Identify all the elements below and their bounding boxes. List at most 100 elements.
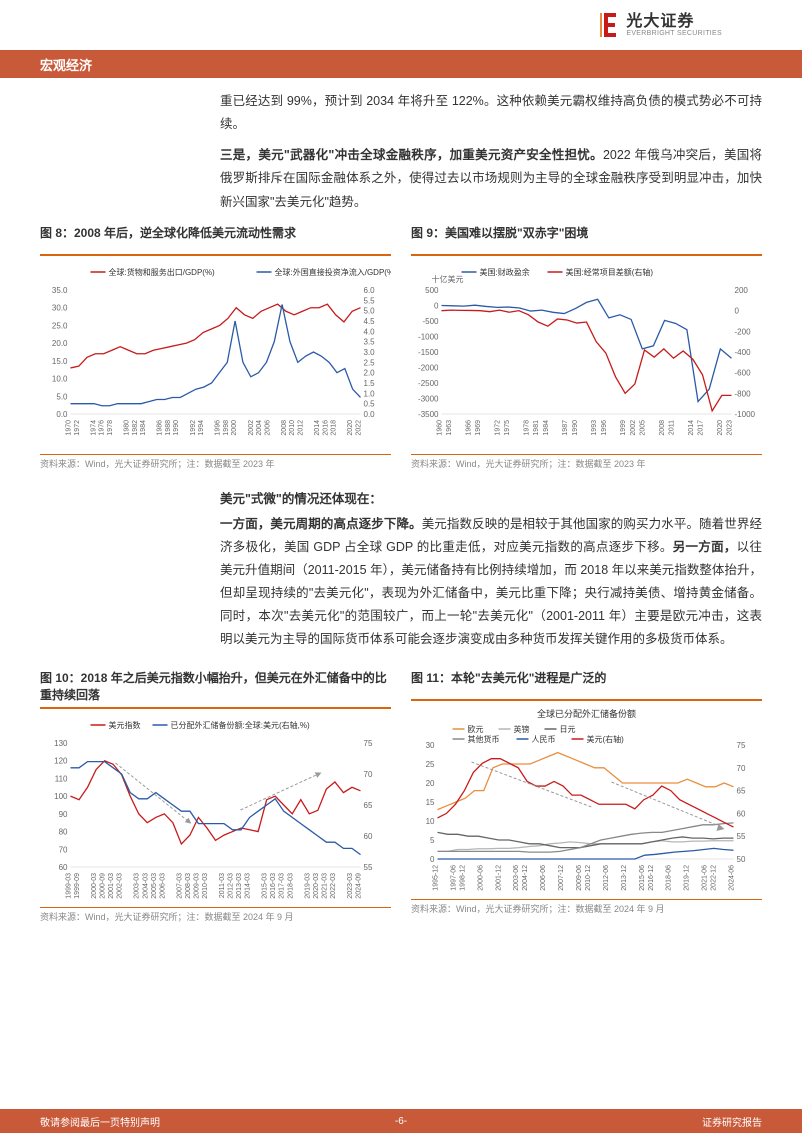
- svg-text:2023: 2023: [727, 420, 734, 436]
- svg-text:2012: 2012: [298, 420, 305, 436]
- svg-text:70: 70: [364, 770, 373, 779]
- svg-text:1997-06: 1997-06: [450, 865, 457, 891]
- svg-text:1972: 1972: [495, 420, 502, 436]
- svg-text:美元(右轴): 美元(右轴): [587, 734, 625, 744]
- svg-text:100: 100: [54, 793, 68, 802]
- svg-text:2014: 2014: [688, 420, 695, 436]
- svg-text:美国:财政盈余: 美国:财政盈余: [480, 267, 530, 277]
- svg-text:60: 60: [59, 863, 68, 872]
- svg-text:已分配外汇储备份额:全球:美元(右轴,%): 已分配外汇储备份额:全球:美元(右轴,%): [171, 720, 310, 730]
- svg-text:2009-03: 2009-03: [193, 873, 200, 899]
- svg-text:2020: 2020: [717, 420, 724, 436]
- svg-text:20.0: 20.0: [52, 339, 68, 348]
- svg-text:80: 80: [59, 828, 68, 837]
- svg-text:2023-03: 2023-03: [347, 873, 354, 899]
- footer-center: -6-: [395, 1116, 407, 1127]
- svg-text:2010: 2010: [289, 420, 296, 436]
- svg-text:55: 55: [737, 833, 746, 842]
- svg-text:1981: 1981: [533, 420, 540, 436]
- svg-text:1975: 1975: [504, 420, 511, 436]
- para-3-rest2: 以往美元升值期间（2011-2015 年），美元储备持有比例持续增加，而 201…: [220, 540, 762, 647]
- svg-text:1972: 1972: [74, 420, 81, 436]
- svg-text:2017-03: 2017-03: [279, 873, 286, 899]
- svg-text:1987: 1987: [562, 420, 569, 436]
- svg-text:2.5: 2.5: [364, 358, 376, 367]
- svg-text:15.0: 15.0: [52, 356, 68, 365]
- para-2: 三是，美元"武器化"冲击全球金融秩序，加重美元资产安全性担忧。2022 年俄乌冲…: [220, 144, 762, 213]
- svg-text:1982: 1982: [132, 420, 139, 436]
- svg-text:0.0: 0.0: [364, 410, 376, 419]
- svg-text:75: 75: [364, 739, 373, 748]
- svg-text:2000-06: 2000-06: [477, 865, 484, 891]
- svg-text:0: 0: [430, 855, 435, 864]
- svg-text:英镑: 英镑: [514, 724, 530, 734]
- svg-text:2022: 2022: [356, 420, 363, 436]
- svg-text:3.5: 3.5: [364, 337, 376, 346]
- svg-text:10.0: 10.0: [52, 374, 68, 383]
- svg-text:65: 65: [364, 801, 373, 810]
- svg-text:2001-12: 2001-12: [495, 865, 502, 891]
- chart11-source: 资料来源：Wind，光大证券研究所；注：数据截至 2024 年 9 月: [411, 899, 762, 915]
- svg-text:-1500: -1500: [418, 348, 439, 357]
- svg-text:十亿美元: 十亿美元: [432, 274, 464, 284]
- svg-text:1999-03: 1999-03: [66, 873, 73, 899]
- svg-text:-200: -200: [735, 327, 752, 336]
- svg-text:-600: -600: [735, 368, 752, 377]
- svg-text:全球已分配外汇储备份额: 全球已分配外汇储备份额: [537, 708, 636, 719]
- svg-text:欧元: 欧元: [468, 724, 484, 734]
- svg-text:2018-06: 2018-06: [666, 865, 673, 891]
- category-text: 宏观经济: [40, 55, 92, 74]
- svg-text:1963: 1963: [446, 420, 453, 436]
- svg-text:1978: 1978: [524, 420, 531, 436]
- footer-left: 敬请参阅最后一页特别声明: [40, 1114, 160, 1129]
- svg-text:-500: -500: [422, 317, 439, 326]
- svg-text:65: 65: [737, 787, 746, 796]
- svg-text:2006: 2006: [264, 420, 271, 436]
- chart10: 美元指数已分配外汇储备份额:全球:美元(右轴,%)607080901001101…: [40, 715, 391, 905]
- para-3-bold: 一方面，美元周期的高点逐步下降。: [220, 517, 422, 531]
- svg-text:其他货币: 其他货币: [468, 734, 500, 744]
- chart-row-2: 图 10：2018 年之后美元指数小幅抬升，但美元在外汇储备中的比重持续回落 美…: [40, 669, 762, 923]
- svg-text:人民币: 人民币: [532, 735, 556, 744]
- svg-text:500: 500: [425, 286, 439, 295]
- svg-text:1969: 1969: [475, 420, 482, 436]
- svg-text:2024-06: 2024-06: [729, 865, 736, 891]
- header-top: 光大证券 EVERBRIGHT SECURITIES: [0, 0, 802, 50]
- svg-text:120: 120: [54, 757, 68, 766]
- svg-text:全球:货物和服务出口/GDP(%): 全球:货物和服务出口/GDP(%): [109, 267, 216, 277]
- svg-text:0.5: 0.5: [364, 399, 376, 408]
- logo-en: EVERBRIGHT SECURITIES: [626, 30, 722, 37]
- svg-text:1978: 1978: [107, 420, 114, 436]
- chart11-title: 图 11：本轮"去美元化"进程是广泛的: [411, 669, 762, 701]
- svg-text:1960: 1960: [437, 420, 444, 436]
- para-3-bold2: 另一方面，: [673, 540, 737, 554]
- svg-text:2000-09: 2000-09: [100, 873, 107, 899]
- logo-cn: 光大证券: [626, 14, 722, 30]
- header-category: 宏观经济: [0, 50, 802, 78]
- svg-text:2000-03: 2000-03: [91, 873, 98, 899]
- svg-text:-800: -800: [735, 389, 752, 398]
- svg-text:2004-03: 2004-03: [142, 873, 149, 899]
- svg-text:1966: 1966: [466, 420, 473, 436]
- svg-text:2014: 2014: [314, 420, 321, 436]
- svg-text:1976: 1976: [99, 420, 106, 436]
- svg-text:0: 0: [735, 306, 740, 315]
- svg-text:2004: 2004: [256, 420, 263, 436]
- footer: 敬请参阅最后一页特别声明 -6- 证券研究报告: [0, 1109, 802, 1133]
- svg-text:-2000: -2000: [418, 363, 439, 372]
- svg-text:1970: 1970: [66, 420, 73, 436]
- svg-text:2020: 2020: [347, 420, 354, 436]
- svg-text:1992: 1992: [190, 420, 197, 436]
- svg-text:30.0: 30.0: [52, 303, 68, 312]
- svg-text:1984: 1984: [140, 420, 147, 436]
- svg-text:1996: 1996: [601, 420, 608, 436]
- chart-row-1: 图 8：2008 年后，逆全球化降低美元流动性需求 全球:货物和服务出口/GDP…: [40, 224, 762, 470]
- svg-text:2000: 2000: [231, 420, 238, 436]
- para-1: 重已经达到 99%，预计到 2034 年将升至 122%。这种依赖美元霸权维持高…: [220, 90, 762, 136]
- svg-text:2008: 2008: [659, 420, 666, 436]
- chart10-source: 资料来源：Wind，光大证券研究所；注：数据截至 2024 年 9 月: [40, 907, 391, 923]
- svg-text:1980: 1980: [124, 420, 131, 436]
- svg-text:2007-12: 2007-12: [558, 865, 565, 891]
- chart8-source: 资料来源：Wind，光大证券研究所；注：数据截至 2023 年: [40, 454, 391, 470]
- svg-text:5.0: 5.0: [56, 392, 68, 401]
